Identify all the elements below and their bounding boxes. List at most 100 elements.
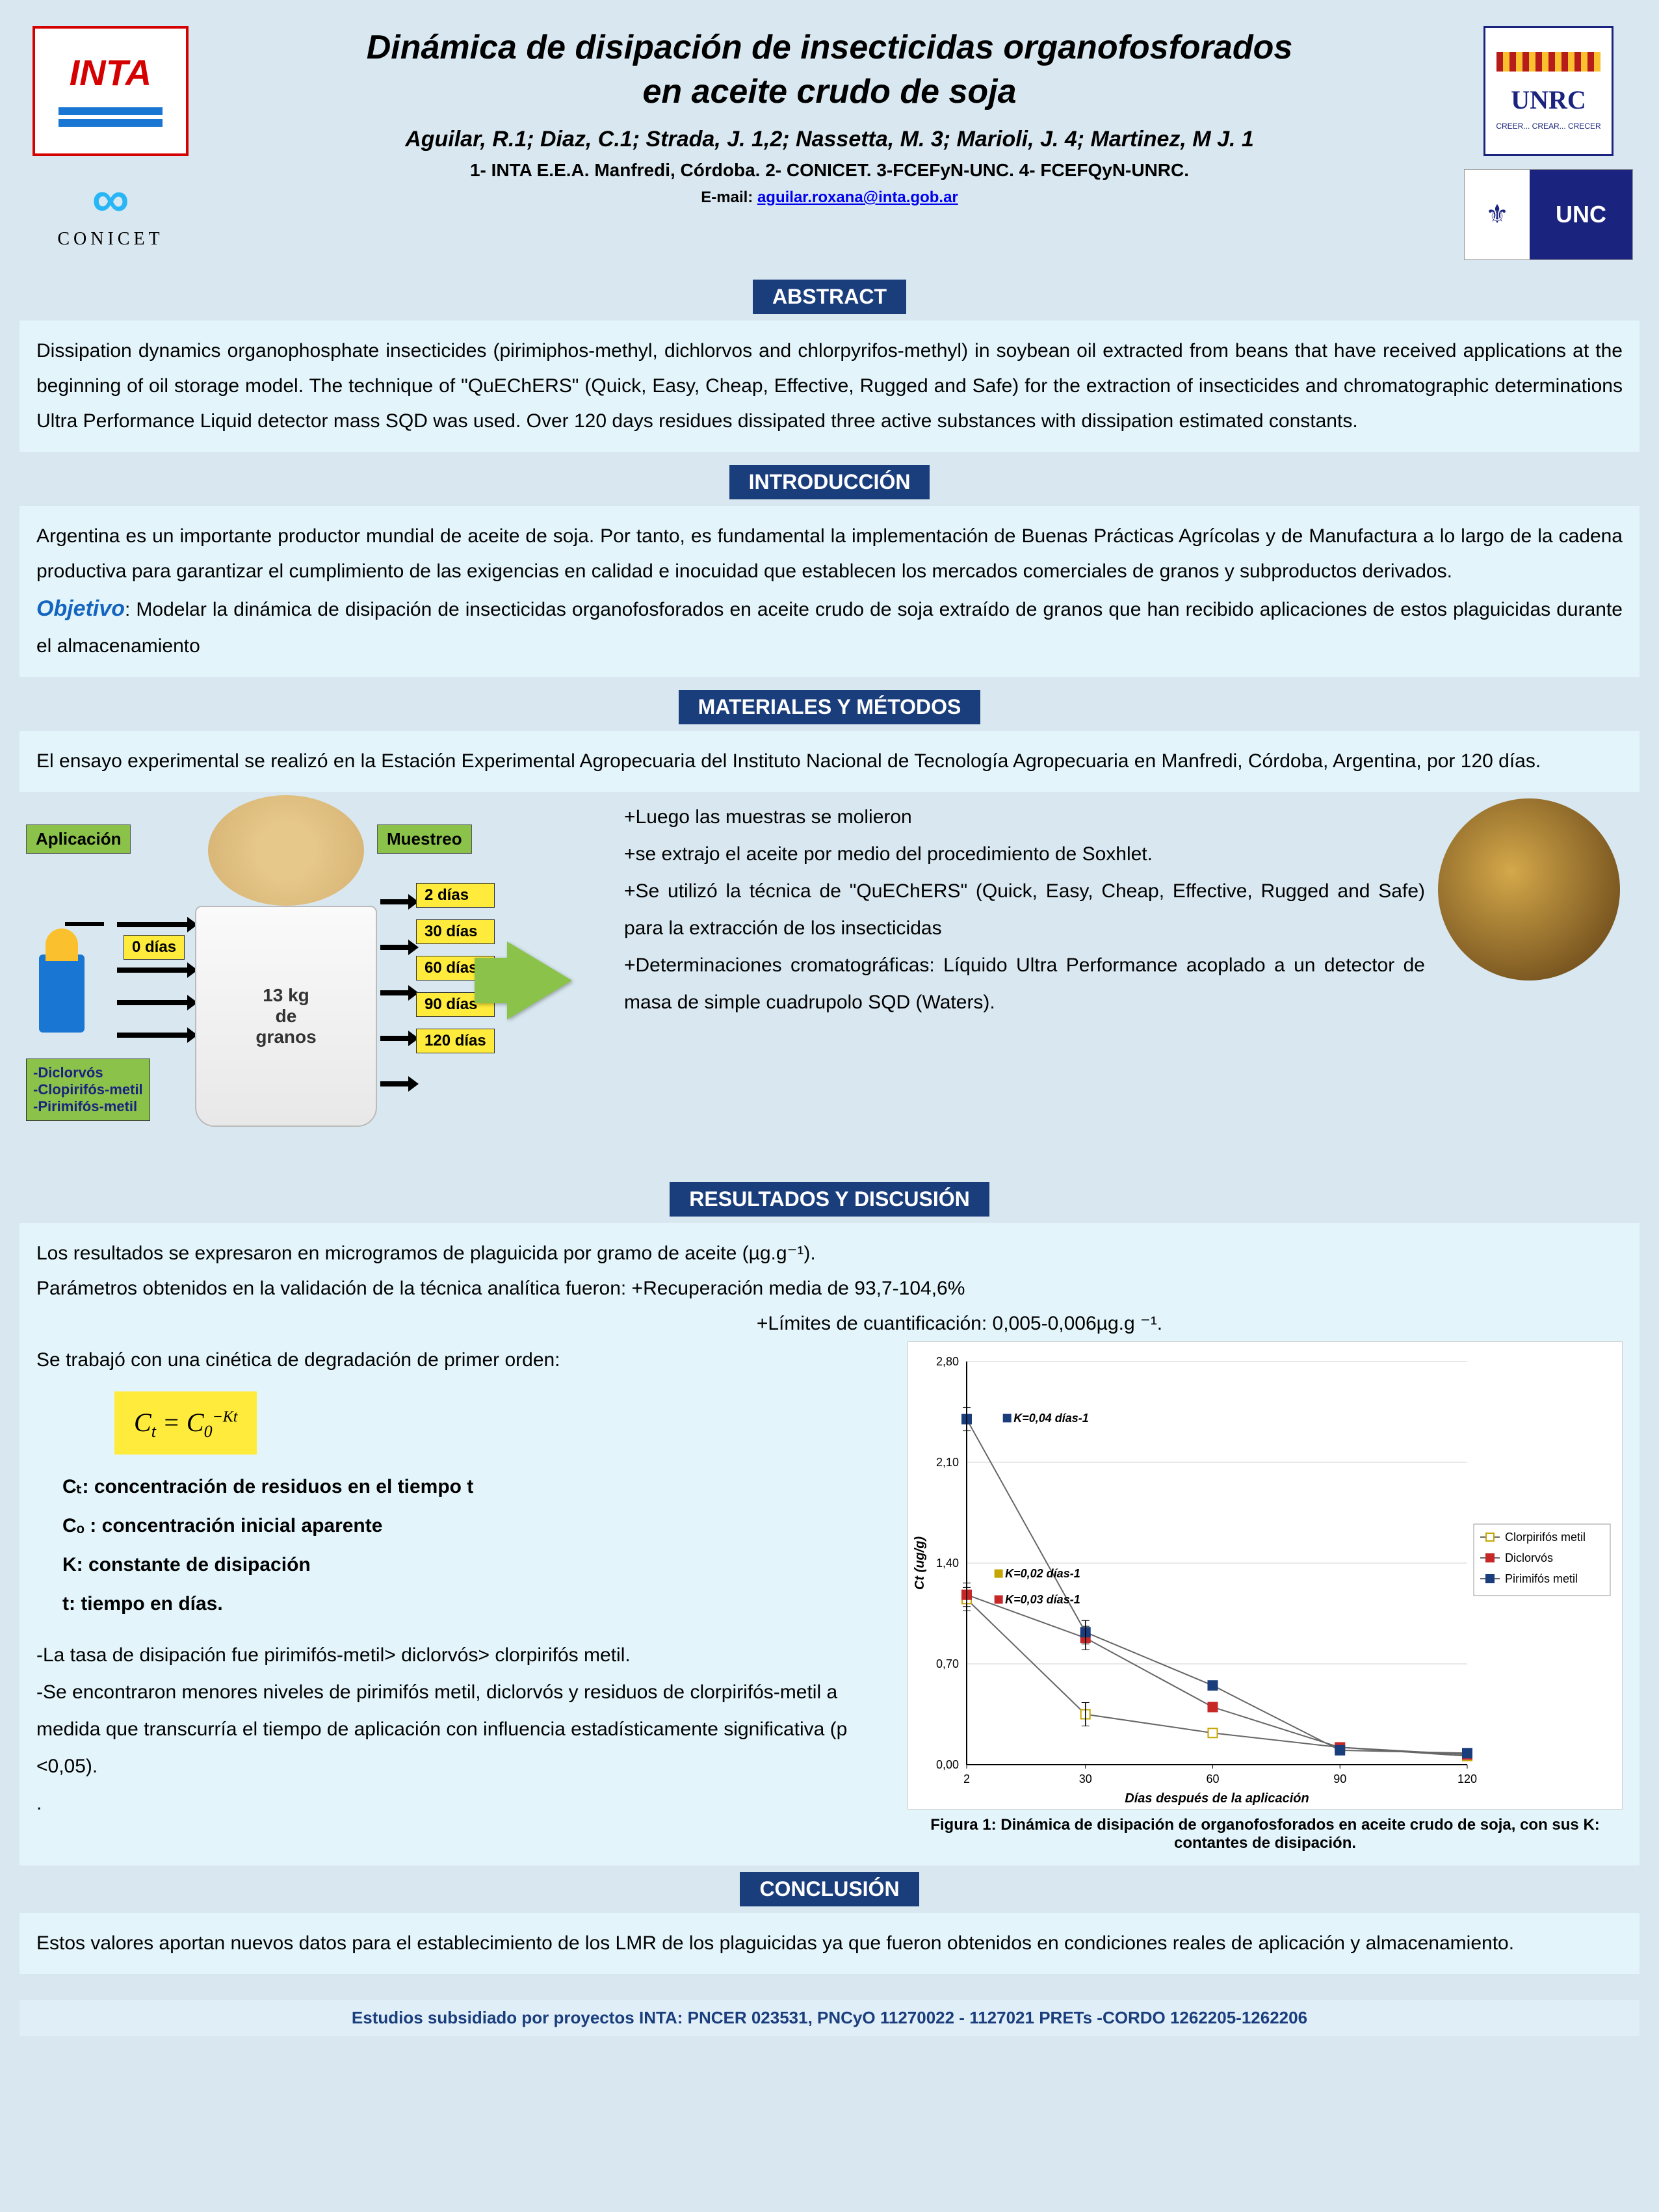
email-line: E-mail: aguilar.roxana@inta.gob.ar (221, 189, 1438, 207)
arrow-o1 (380, 899, 410, 904)
muestreo-tag: Muestreo (377, 824, 472, 854)
methods-row: Aplicación Muestreo 0 días 13 kg de gran… (20, 798, 1639, 1176)
results-right: 0,00 0,70 1,40 2,10 2,80 2 30 60 90 120 K=0,04 día… (908, 1341, 1623, 1852)
authors: Aguilar, R.1; Diaz, C.1; Strada, J. 1,2;… (221, 127, 1438, 152)
chart-caption: Figura 1: Dinámica de disipación de orga… (908, 1816, 1623, 1852)
rf-0: -La tasa de disipación fue pirimifós-met… (36, 1637, 888, 1674)
vd-1: Cₒ : concentración inicial aparente (62, 1507, 888, 1546)
arrow-o2 (380, 945, 410, 950)
rf-2: . (36, 1785, 888, 1822)
process-diagram: Aplicación Muestreo 0 días 13 kg de gran… (26, 798, 611, 1163)
results-intro: Los resultados se expresaron en microgra… (20, 1223, 1639, 1341)
conicet-logo: ∞ CONICET (57, 169, 163, 250)
unc-crest-icon: ⚜ (1465, 170, 1530, 259)
unrc-text: UNRC (1511, 85, 1586, 115)
chart-svg: 0,00 0,70 1,40 2,10 2,80 2 30 60 90 120 K=0,04 día… (908, 1342, 1623, 1810)
results-row: Se trabajó con una cinética de degradaci… (20, 1341, 1639, 1865)
methods-text: +Luego las muestras se molieron +se extr… (624, 798, 1633, 1021)
header: INTA ∞ CONICET Dinámica de disipación de… (20, 26, 1639, 260)
svg-text:120: 120 (1457, 1772, 1477, 1785)
arrow-o4 (380, 1036, 410, 1041)
svg-text:90: 90 (1333, 1772, 1346, 1785)
arrow-4 (117, 1033, 189, 1038)
unc-logo: ⚜ UNC (1464, 169, 1633, 260)
inta-bars (59, 103, 163, 131)
var-defs: Cₜ: concentración de residuos en el tiem… (62, 1468, 888, 1624)
svg-text:Clorpirifós metil: Clorpirifós metil (1505, 1531, 1586, 1544)
conclusion-box: Estos valores aportan nuevos datos para … (20, 1913, 1639, 1974)
title-l2: en aceite crudo de soja (642, 73, 1016, 111)
svg-text:K=0,02 días-1: K=0,02 días-1 (1005, 1567, 1080, 1580)
abstract-box: Dissipation dynamics organophosphate ins… (20, 321, 1639, 452)
logos-left: INTA ∞ CONICET (20, 26, 202, 250)
sprayer-icon (26, 915, 111, 1046)
title: Dinámica de disipación de insecticidas o… (221, 26, 1438, 114)
formula: Ct = C0−Kt (114, 1391, 257, 1454)
unrc-sub: CREER... CREAR... CRECER (1496, 122, 1600, 131)
footer: Estudios subsidiado por proyectos INTA: … (20, 2000, 1639, 2036)
arrow-2 (117, 968, 189, 973)
title-l1: Dinámica de disipación de insecticidas o… (367, 29, 1293, 66)
methods-tag: MATERIALES Y MÉTODOS (679, 690, 981, 724)
svg-text:2: 2 (963, 1772, 970, 1785)
svg-text:K=0,04 días-1: K=0,04 días-1 (1013, 1412, 1089, 1425)
ri-2: Parámetros obtenidos en la validación de… (36, 1271, 1623, 1306)
svg-text:Días después de la aplicación: Días después de la aplicación (1125, 1791, 1309, 1806)
conicet-text: CONICET (57, 229, 163, 250)
unc-text: UNC (1530, 170, 1632, 259)
arrow-3 (117, 1000, 189, 1005)
pest-2: -Clopirifós-metil (33, 1081, 143, 1098)
intro-tag: INTRODUCCIÓN (729, 465, 930, 499)
inta-text: INTA (70, 51, 152, 94)
affiliations: 1- INTA E.E.A. Manfredi, Córdoba. 2- CON… (221, 160, 1438, 181)
bucket: 13 kg de granos (195, 906, 377, 1127)
dissipation-chart: 0,00 0,70 1,40 2,10 2,80 2 30 60 90 120 K=0,04 día… (908, 1341, 1623, 1810)
svg-text:30: 30 (1079, 1772, 1092, 1785)
conclusion-tag: CONCLUSIÓN (740, 1872, 919, 1906)
svg-text:0,70: 0,70 (936, 1657, 959, 1670)
svg-text:K=0,03 días-1: K=0,03 días-1 (1005, 1593, 1080, 1606)
pest-3: -Pirimifós-metil (33, 1098, 143, 1115)
intro-text: Argentina es un importante productor mun… (36, 525, 1623, 582)
rf-1: -Se encontraron menores niveles de pirim… (36, 1674, 888, 1785)
email-link[interactable]: aguilar.roxana@inta.gob.ar (757, 189, 958, 206)
bucket-l3: granos (255, 1027, 316, 1047)
svg-text:Ct (ug/g): Ct (ug/g) (913, 1536, 927, 1590)
vd-3: t: tiempo en días. (62, 1585, 888, 1624)
day-30: 30 días (416, 919, 495, 944)
arrow-1 (117, 922, 189, 927)
vd-2: K: constante de disipación (62, 1546, 888, 1585)
kinetics-line: Se trabajó con una cinética de degradaci… (36, 1341, 888, 1378)
big-arrow-icon (507, 941, 572, 1020)
methods-intro: El ensayo experimental se realizó en la … (20, 731, 1639, 792)
svg-text:1,40: 1,40 (936, 1557, 959, 1570)
inta-logo: INTA (33, 26, 189, 156)
svg-text:Diclorvós: Diclorvós (1505, 1551, 1553, 1564)
unrc-logo: UNRC CREER... CREAR... CRECER (1483, 26, 1613, 156)
email-label: E-mail: (701, 189, 757, 206)
unrc-pattern (1496, 52, 1600, 72)
ri-1: Los resultados se expresaron en microgra… (36, 1236, 1623, 1271)
arrow-o5 (380, 1081, 410, 1086)
objetivo-label: Objetivo (36, 596, 125, 621)
abstract-tag: ABSTRACT (753, 280, 906, 314)
svg-text:60: 60 (1206, 1772, 1219, 1785)
arrow-o3 (380, 990, 410, 995)
logos-right: UNRC CREER... CREAR... CRECER ⚜ UNC (1457, 26, 1639, 260)
bucket-l1: 13 kg (263, 985, 309, 1006)
intro-box: Argentina es un importante productor mun… (20, 506, 1639, 677)
conicet-icon: ∞ (92, 169, 129, 229)
svg-text:2,10: 2,10 (936, 1456, 959, 1469)
results-tag: RESULTADOS Y DISCUSIÓN (670, 1182, 989, 1217)
day0-tag: 0 días (124, 935, 185, 960)
pesticide-list: -Diclorvós -Clopirifós-metil -Pirimifós-… (26, 1059, 150, 1121)
svg-text:2,80: 2,80 (936, 1355, 959, 1368)
pest-1: -Diclorvós (33, 1064, 143, 1081)
objetivo-text: : Modelar la dinámica de disipación de i… (36, 599, 1623, 657)
vd-0: Cₜ: concentración de residuos en el tiem… (62, 1468, 888, 1507)
bucket-l2: de (276, 1006, 297, 1027)
beans-image (208, 795, 364, 906)
oil-photo (1438, 798, 1620, 981)
day-120: 120 días (416, 1029, 495, 1053)
svg-text:0,00: 0,00 (936, 1758, 959, 1771)
